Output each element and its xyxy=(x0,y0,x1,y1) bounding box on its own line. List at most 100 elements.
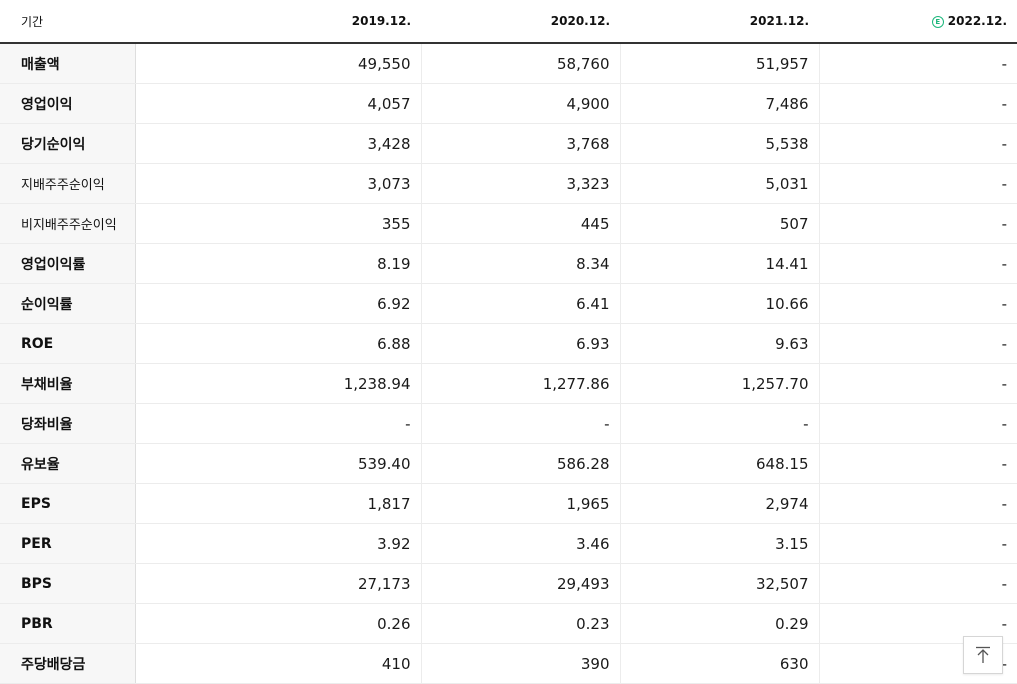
cell-value: 0.26 xyxy=(134,603,421,644)
row-label: 당기순이익 xyxy=(0,123,136,164)
cell-value: - xyxy=(818,363,1017,404)
row-label: 지배주주순이익 xyxy=(0,163,136,204)
cell-value: - xyxy=(619,403,819,444)
table-row: 부채비율 1,238.94 1,277.86 1,257.70 - xyxy=(0,363,1017,404)
cell-value: 8.34 xyxy=(420,243,620,284)
cell-value: - xyxy=(818,403,1017,444)
cell-value: 390 xyxy=(420,643,620,684)
cell-value: 1,238.94 xyxy=(134,363,421,404)
table-row: 순이익률 6.92 6.41 10.66 - xyxy=(0,283,1017,324)
cell-value: - xyxy=(134,403,421,444)
cell-value: 410 xyxy=(134,643,421,684)
cell-value: - xyxy=(818,323,1017,364)
cell-value: 355 xyxy=(134,203,421,244)
table-row: 영업이익률 8.19 8.34 14.41 - xyxy=(0,243,1017,284)
row-label: 매출액 xyxy=(0,43,136,84)
cell-value: - xyxy=(818,483,1017,524)
cell-value: 32,507 xyxy=(619,563,819,604)
cell-value: 3,323 xyxy=(420,163,620,204)
table-row: 당기순이익 3,428 3,768 5,538 - xyxy=(0,123,1017,164)
table-header-row: 기간 2019.12. 2020.12. 2021.12. E 2022.12. xyxy=(0,0,1017,44)
table-row: 지배주주순이익 3,073 3,323 5,031 - xyxy=(0,163,1017,204)
cell-value: 507 xyxy=(619,203,819,244)
cell-value: - xyxy=(818,83,1017,124)
cell-value: 4,057 xyxy=(134,83,421,124)
row-label: 당좌비율 xyxy=(0,403,136,444)
table-row: 유보율 539.40 586.28 648.15 - xyxy=(0,443,1017,484)
row-label: PBR xyxy=(0,603,136,644)
row-label: 부채비율 xyxy=(0,363,136,404)
table-row: 비지배주주순이익 355 445 507 - xyxy=(0,203,1017,244)
cell-value: 58,760 xyxy=(420,43,620,84)
cell-value: 6.41 xyxy=(420,283,620,324)
column-header-2021: 2021.12. xyxy=(620,0,819,44)
cell-value: 3,428 xyxy=(134,123,421,164)
cell-value: 3,768 xyxy=(420,123,620,164)
column-header-2019: 2019.12. xyxy=(135,0,421,44)
cell-value: 0.23 xyxy=(420,603,620,644)
cell-value: 539.40 xyxy=(134,443,421,484)
period-header: 기간 xyxy=(0,0,135,44)
cell-value: 1,257.70 xyxy=(619,363,819,404)
cell-value: 648.15 xyxy=(619,443,819,484)
cell-value: 51,957 xyxy=(619,43,819,84)
table-row: PER 3.92 3.46 3.15 - xyxy=(0,523,1017,564)
cell-value: 10.66 xyxy=(619,283,819,324)
cell-value: 8.19 xyxy=(134,243,421,284)
cell-value: 445 xyxy=(420,203,620,244)
row-label: ROE xyxy=(0,323,136,364)
row-label: EPS xyxy=(0,483,136,524)
cell-value: 3,073 xyxy=(134,163,421,204)
column-header-2022-label: 2022.12. xyxy=(947,14,1007,28)
table-row: 주당배당금 410 390 630 - xyxy=(0,643,1017,684)
cell-value: 9.63 xyxy=(619,323,819,364)
cell-value: 5,031 xyxy=(619,163,819,204)
cell-value: - xyxy=(818,203,1017,244)
scroll-to-top-button[interactable] xyxy=(963,636,1003,674)
cell-value: - xyxy=(818,163,1017,204)
cell-value: 3.15 xyxy=(619,523,819,564)
table-row: BPS 27,173 29,493 32,507 - xyxy=(0,563,1017,604)
table-row: 당좌비율 - - - - xyxy=(0,403,1017,444)
cell-value: - xyxy=(818,243,1017,284)
estimate-icon: E xyxy=(931,16,944,28)
table-row: 영업이익 4,057 4,900 7,486 - xyxy=(0,83,1017,124)
row-label: 영업이익률 xyxy=(0,243,136,284)
row-label: 주당배당금 xyxy=(0,643,136,684)
cell-value: 0.29 xyxy=(619,603,819,644)
cell-value: 6.92 xyxy=(134,283,421,324)
row-label: 순이익률 xyxy=(0,283,136,324)
row-label: BPS xyxy=(0,563,136,604)
cell-value: - xyxy=(818,443,1017,484)
cell-value: - xyxy=(818,43,1017,84)
cell-value: 29,493 xyxy=(420,563,620,604)
cell-value: 3.92 xyxy=(134,523,421,564)
cell-value: 6.88 xyxy=(134,323,421,364)
cell-value: 7,486 xyxy=(619,83,819,124)
row-label: 영업이익 xyxy=(0,83,136,124)
cell-value: 5,538 xyxy=(619,123,819,164)
cell-value: - xyxy=(818,123,1017,164)
table-row: EPS 1,817 1,965 2,974 - xyxy=(0,483,1017,524)
cell-value: 2,974 xyxy=(619,483,819,524)
cell-value: 586.28 xyxy=(420,443,620,484)
cell-value: - xyxy=(818,523,1017,564)
cell-value: 3.46 xyxy=(420,523,620,564)
table-row: PBR 0.26 0.23 0.29 - xyxy=(0,603,1017,644)
cell-value: 27,173 xyxy=(134,563,421,604)
cell-value: 6.93 xyxy=(420,323,620,364)
cell-value: 4,900 xyxy=(420,83,620,124)
row-label: PER xyxy=(0,523,136,564)
row-label: 유보율 xyxy=(0,443,136,484)
table-row: ROE 6.88 6.93 9.63 - xyxy=(0,323,1017,364)
cell-value: 49,550 xyxy=(134,43,421,84)
cell-value: - xyxy=(420,403,620,444)
cell-value: 1,277.86 xyxy=(420,363,620,404)
cell-value: 14.41 xyxy=(619,243,819,284)
table-row: 매출액 49,550 58,760 51,957 - xyxy=(0,43,1017,84)
column-header-2022: E 2022.12. xyxy=(819,0,1017,44)
cell-value: 1,965 xyxy=(420,483,620,524)
cell-value: 1,817 xyxy=(134,483,421,524)
cell-value: - xyxy=(818,563,1017,604)
